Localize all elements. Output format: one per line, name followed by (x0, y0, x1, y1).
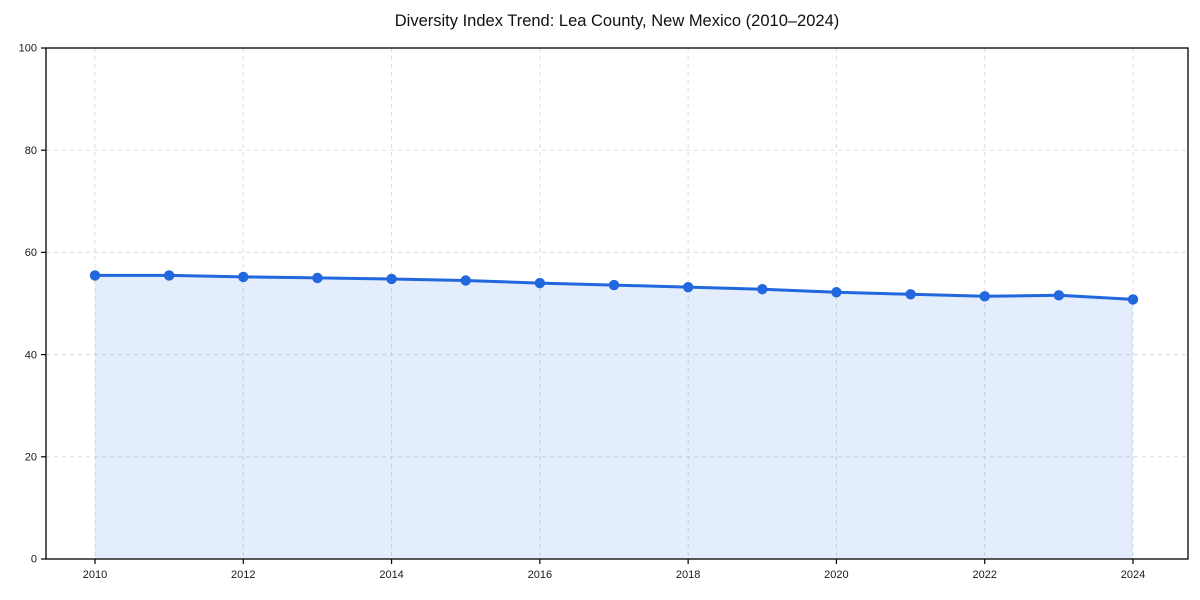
data-point (905, 289, 916, 300)
data-point (608, 279, 620, 291)
y-tick-label: 0 (31, 554, 37, 566)
y-tick-label: 80 (25, 145, 37, 157)
y-tick-label: 60 (25, 247, 37, 259)
data-point (757, 283, 768, 295)
data-point (534, 277, 546, 289)
y-tick-label: 100 (19, 43, 37, 55)
y-tick-label: 20 (25, 452, 37, 464)
data-point (682, 281, 694, 293)
data-point (460, 275, 471, 286)
data-point (89, 270, 101, 281)
plot-border (45, 47, 1189, 560)
x-tick-label: 2020 (824, 569, 848, 581)
x-tick-label: 2012 (231, 569, 255, 581)
data-point (312, 272, 323, 284)
area-fill (95, 275, 1133, 559)
data-point (979, 291, 990, 302)
data-point (386, 273, 397, 285)
data-point (1127, 294, 1139, 305)
data-point (163, 270, 175, 281)
x-tick-label: 2022 (972, 569, 996, 581)
chart-title: Diversity Index Trend: Lea County, New M… (394, 12, 840, 30)
data-point (238, 271, 249, 283)
x-tick-label: 2024 (1121, 569, 1145, 581)
x-tick-label: 2010 (83, 569, 107, 581)
y-tick-label: 40 (25, 349, 37, 361)
x-tick-label: 2018 (676, 569, 700, 581)
x-tick-label: 2014 (379, 569, 403, 581)
data-point (831, 287, 842, 298)
data-point (1053, 290, 1065, 301)
x-tick-label: 2016 (528, 569, 552, 581)
